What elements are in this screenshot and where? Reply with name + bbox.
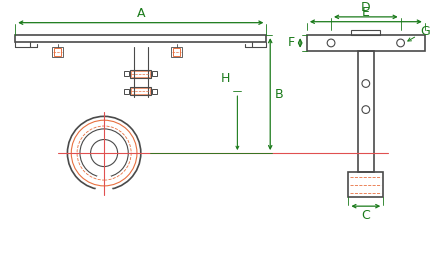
Bar: [348, 172, 383, 198]
Bar: [131, 71, 150, 77]
Text: E: E: [362, 6, 370, 19]
Text: F: F: [288, 37, 295, 49]
Bar: [358, 51, 374, 172]
Text: A: A: [136, 7, 145, 20]
Bar: [125, 89, 129, 94]
Bar: [125, 72, 129, 76]
Bar: [131, 88, 150, 94]
Bar: [171, 47, 182, 57]
Bar: [152, 72, 157, 76]
Bar: [130, 87, 151, 95]
Bar: [152, 89, 157, 94]
Text: G: G: [408, 25, 429, 41]
Bar: [307, 35, 425, 51]
Bar: [15, 35, 266, 42]
Bar: [55, 48, 61, 56]
Text: B: B: [275, 88, 284, 101]
Bar: [52, 47, 63, 57]
Bar: [351, 30, 380, 35]
Text: H: H: [221, 72, 231, 85]
Bar: [130, 70, 151, 78]
Text: D: D: [361, 1, 370, 14]
Bar: [173, 48, 180, 56]
Text: C: C: [361, 209, 370, 222]
